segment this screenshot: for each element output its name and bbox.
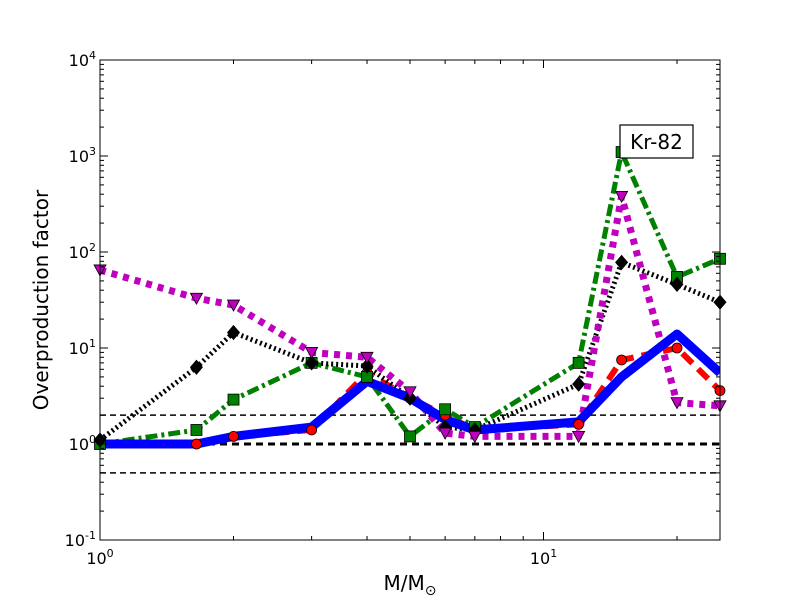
data-point [670,397,684,410]
x-tick-label-exponent: 1 [550,547,557,560]
plot-background [100,60,720,540]
data-point [226,299,241,312]
data-series [100,149,720,449]
y-tick-label-base: 10 [69,435,89,454]
y-tick-label-base: 10 [69,339,89,358]
data-point [571,430,586,444]
y-tick-label-base: 10 [69,147,89,166]
y-tick-label-exponent: 4 [89,49,96,62]
data-point [572,376,586,392]
y-tick-label-exponent: 0 [89,433,96,446]
x-tick-label-base: 10 [86,549,106,568]
data-point [189,359,203,375]
y-tick-label: 104 [69,49,96,70]
y-tick-label-base: 10 [69,51,89,70]
data-point [404,430,416,443]
data-point [191,438,202,450]
data-point [305,355,319,371]
x-tick-label-exponent: 0 [107,547,114,560]
data-point [306,424,318,436]
data-point [403,386,417,399]
data-point [438,427,452,440]
y-axis-label: Overproduction factor [29,189,53,410]
reference-lines [100,414,720,474]
y-tick-label-base: 10 [69,243,89,262]
y-tick-label: 102 [69,241,96,262]
y-tick-label: 100 [69,433,96,454]
data-point [670,276,684,292]
data-point [671,342,683,354]
x-axis-label-subscript: ⊙ [425,583,437,599]
y-tick-label-exponent: 1 [89,337,96,350]
x-axis-label: M/M⊙ [384,571,437,599]
data-point [439,403,452,416]
series-line [100,329,720,449]
data-markers [93,146,727,450]
data-point [573,419,585,430]
y-tick-label: 101 [69,337,96,358]
annotation-box: Kr-82 [619,124,694,159]
x-tick-label-base: 10 [530,549,550,568]
y-tick-label: 10-1 [65,529,96,550]
annotation-frame [619,124,694,159]
data-point [190,424,203,436]
data-point [572,356,585,369]
data-point [227,393,240,406]
series-line [100,149,720,447]
y-tick-label-exponent: -1 [85,529,96,542]
y-tick-label-exponent: 3 [89,145,96,158]
y-tick-label: 103 [69,145,96,166]
annotation-label: Kr-82 [630,130,683,154]
data-point [616,354,628,366]
data-point [615,254,629,270]
series-line [100,192,720,440]
y-tick-label-base: 10 [65,531,85,550]
data-point [189,292,204,306]
x-axis-label-text: M/M [384,571,425,595]
y-tick-label-exponent: 2 [89,241,96,254]
x-tick-label: 100 [86,547,113,568]
data-point [614,190,629,204]
data-point [226,324,241,341]
data-point [360,358,374,374]
x-tick-label: 101 [530,547,557,568]
data-point [228,430,239,442]
data-point [468,430,482,444]
data-point [304,346,319,360]
data-point [360,351,374,365]
